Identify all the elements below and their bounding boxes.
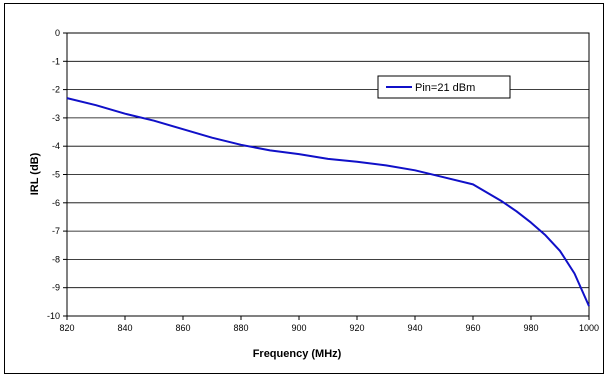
- x-tick-label: 1000: [579, 323, 599, 333]
- y-tick-label: -1: [52, 56, 60, 66]
- grid-lines: [63, 32, 590, 320]
- y-tick-label: -7: [52, 226, 60, 236]
- y-tick-label: -8: [52, 254, 60, 264]
- series-lines: [66, 97, 590, 307]
- legend: Pin=21 dBm: [377, 75, 511, 99]
- chart-frame: 0 -1 -2 -3 -4 -5 -6 -7 -8 -9 -10 820 840 860 880 900 92…: [4, 3, 604, 374]
- series-line-pin-21dbm: [66, 97, 590, 307]
- x-tick-label: 900: [291, 323, 306, 333]
- y-tick-label: -4: [52, 141, 60, 151]
- x-tick-label: 820: [59, 323, 74, 333]
- x-tick-label: 960: [465, 323, 480, 333]
- y-tick-label: -2: [52, 85, 60, 95]
- y-tick-label: -9: [52, 283, 60, 293]
- x-tick-label: 920: [349, 323, 364, 333]
- x-tick-label: 840: [117, 323, 132, 333]
- x-tick-label: 880: [233, 323, 248, 333]
- y-axis-title: IRL (dB): [29, 152, 41, 195]
- x-tick-label: 940: [407, 323, 422, 333]
- y-tick-label: -10: [47, 311, 60, 321]
- y-tick-label: -6: [52, 198, 60, 208]
- y-tick-label: -5: [52, 170, 60, 180]
- legend-box: [377, 75, 511, 99]
- x-tick-labels: 820 840 860 880 900 920 940 960 980 1000: [59, 323, 599, 333]
- y-tick-labels: 0 -1 -2 -3 -4 -5 -6 -7 -8 -9 -10: [47, 28, 60, 321]
- y-tick-label: -3: [52, 113, 60, 123]
- x-axis-title: Frequency (MHz): [253, 348, 342, 360]
- irl-chart: 0 -1 -2 -3 -4 -5 -6 -7 -8 -9 -10 820 840 860 880 900 92…: [29, 28, 599, 360]
- x-tick-label: 980: [523, 323, 538, 333]
- x-tick-label: 860: [175, 323, 190, 333]
- y-tick-label: 0: [55, 28, 60, 38]
- legend-label: Pin=21 dBm: [415, 82, 475, 94]
